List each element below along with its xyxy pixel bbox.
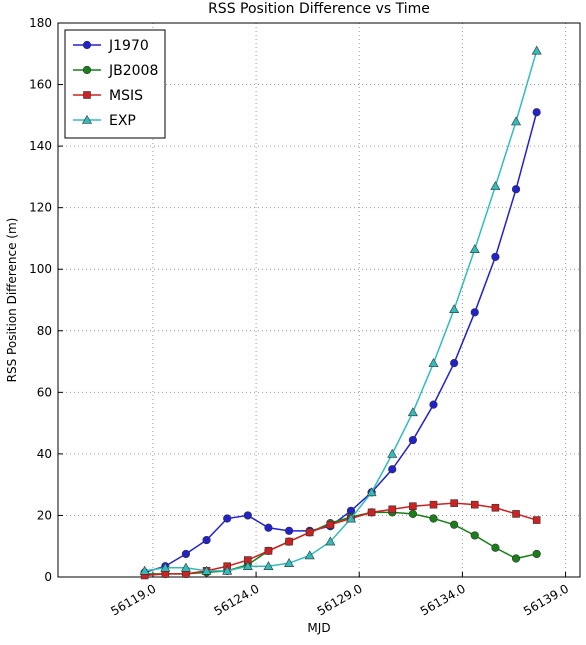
marker: [181, 549, 191, 559]
legend-label: MSIS: [109, 88, 143, 104]
marker: [202, 535, 211, 545]
y-tick-label: 60: [37, 385, 52, 399]
marker: [242, 561, 253, 571]
marker: [223, 514, 232, 523]
marker: [82, 40, 92, 50]
marker: [511, 554, 521, 563]
marker: [387, 448, 398, 458]
x-tick-label: 56139.0: [521, 581, 571, 618]
x-axis-label: MJD: [307, 621, 330, 635]
marker: [82, 65, 92, 75]
y-tick-label: 160: [29, 78, 52, 92]
marker: [470, 531, 479, 540]
marker: [429, 500, 438, 509]
marker: [450, 358, 459, 368]
marker: [532, 108, 541, 117]
marker: [532, 516, 541, 524]
marker: [304, 550, 315, 560]
x-tick-label: 56134.0: [418, 581, 468, 618]
legend-label: JB2008: [108, 63, 158, 79]
marker: [450, 499, 458, 507]
marker: [532, 549, 541, 559]
x-tick-label: 56129.0: [315, 581, 365, 618]
marker: [388, 505, 397, 514]
marker: [325, 536, 336, 546]
series-line: [144, 50, 538, 572]
marker: [284, 526, 294, 535]
marker: [469, 244, 480, 254]
marker: [284, 558, 295, 567]
y-tick-label: 180: [29, 16, 52, 30]
marker: [491, 503, 500, 512]
plot-frame: [57, 22, 581, 578]
marker: [367, 508, 376, 517]
marker: [407, 407, 418, 417]
y-tick-label: 0: [44, 570, 52, 584]
marker: [180, 562, 191, 572]
marker: [408, 509, 417, 519]
marker: [491, 543, 500, 552]
marker: [450, 520, 459, 529]
marker: [531, 45, 542, 55]
marker: [160, 562, 171, 572]
marker: [263, 561, 274, 571]
marker: [470, 308, 479, 317]
marker: [429, 400, 438, 409]
x-tick-label: 56124.0: [212, 581, 262, 618]
marker: [285, 537, 293, 546]
series-line: [144, 112, 538, 574]
y-tick-label: 120: [29, 201, 52, 215]
marker: [511, 185, 521, 194]
y-axis-label: RSS Position Difference (m): [5, 218, 19, 383]
marker: [449, 304, 460, 314]
marker: [512, 510, 520, 518]
y-tick-label: 140: [29, 139, 52, 153]
x-tick-label: 56119.0: [108, 581, 158, 618]
y-tick-label: 20: [37, 508, 52, 522]
marker: [429, 514, 438, 523]
marker: [470, 500, 479, 509]
legend-label: EXP: [109, 113, 136, 129]
marker: [490, 181, 501, 190]
marker: [264, 523, 273, 532]
marker: [305, 528, 314, 537]
marker: [222, 565, 233, 575]
legend-label: J1970: [108, 38, 149, 54]
marker: [139, 565, 150, 575]
marker: [366, 487, 377, 497]
marker: [201, 565, 212, 575]
chart-title: RSS Position Difference vs Time: [208, 1, 430, 17]
marker: [326, 520, 335, 529]
marker: [409, 502, 417, 511]
y-tick-label: 40: [37, 447, 52, 461]
marker: [81, 114, 93, 124]
marker: [388, 465, 397, 474]
marker: [243, 511, 252, 520]
y-tick-label: 80: [37, 324, 52, 338]
marker: [345, 513, 356, 523]
marker: [491, 252, 500, 262]
y-tick-label: 100: [29, 262, 52, 276]
marker: [428, 357, 439, 367]
marker: [408, 435, 417, 445]
marker: [511, 116, 522, 126]
marker: [83, 91, 91, 99]
marker: [264, 547, 273, 555]
